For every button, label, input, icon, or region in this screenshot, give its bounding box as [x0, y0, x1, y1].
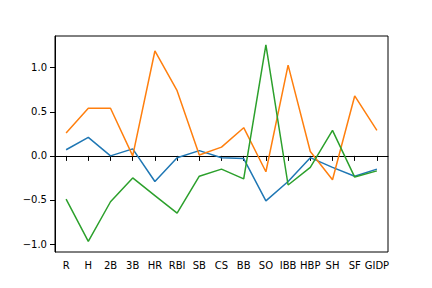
svg-text:−0.5: −0.5: [23, 194, 47, 205]
svg-text:R: R: [63, 260, 70, 271]
svg-text:IBB: IBB: [280, 260, 297, 271]
svg-text:HR: HR: [148, 260, 163, 271]
svg-text:BB: BB: [237, 260, 251, 271]
svg-text:SB: SB: [193, 260, 206, 271]
svg-text:CS: CS: [215, 260, 228, 271]
svg-text:−1.0: −1.0: [23, 239, 47, 250]
svg-text:RBI: RBI: [169, 260, 186, 271]
svg-text:3B: 3B: [126, 260, 139, 271]
svg-text:HBP: HBP: [300, 260, 320, 271]
svg-text:SF: SF: [349, 260, 361, 271]
svg-text:GIDP: GIDP: [365, 260, 389, 271]
svg-text:0.0: 0.0: [31, 150, 47, 161]
svg-text:0.5: 0.5: [31, 106, 47, 117]
svg-text:SO: SO: [259, 260, 273, 271]
svg-text:1.0: 1.0: [31, 62, 47, 73]
svg-text:2B: 2B: [104, 260, 117, 271]
svg-text:SH: SH: [326, 260, 340, 271]
svg-text:H: H: [85, 260, 93, 271]
